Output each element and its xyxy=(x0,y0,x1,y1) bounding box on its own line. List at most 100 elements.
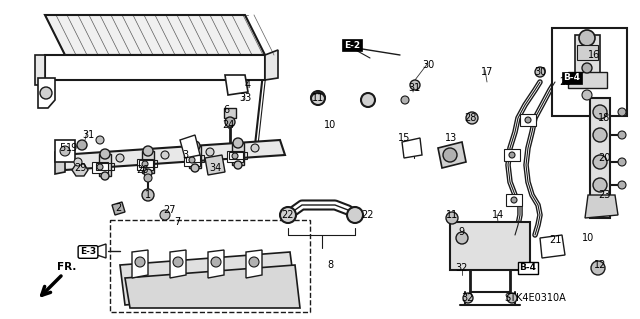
Circle shape xyxy=(401,96,409,104)
Polygon shape xyxy=(575,35,600,75)
Polygon shape xyxy=(224,108,236,118)
Circle shape xyxy=(144,174,152,182)
Circle shape xyxy=(582,63,592,73)
Circle shape xyxy=(249,257,259,267)
Text: 19: 19 xyxy=(66,143,78,153)
Text: 15: 15 xyxy=(398,133,410,143)
Circle shape xyxy=(189,157,195,163)
Polygon shape xyxy=(170,250,186,278)
Polygon shape xyxy=(132,250,148,278)
Circle shape xyxy=(410,80,420,90)
Text: 6: 6 xyxy=(223,105,229,115)
Circle shape xyxy=(60,146,70,156)
Polygon shape xyxy=(72,164,88,176)
Circle shape xyxy=(511,197,517,203)
Text: 20: 20 xyxy=(598,153,610,163)
Text: 1: 1 xyxy=(145,190,151,200)
Text: 25: 25 xyxy=(559,77,572,87)
Circle shape xyxy=(525,117,531,123)
Text: 22: 22 xyxy=(282,210,294,220)
Polygon shape xyxy=(438,142,466,168)
Circle shape xyxy=(116,154,124,162)
Circle shape xyxy=(143,146,153,156)
Circle shape xyxy=(232,153,238,159)
Text: B-4: B-4 xyxy=(520,263,536,272)
Text: 33: 33 xyxy=(239,93,251,103)
Polygon shape xyxy=(125,265,300,308)
Circle shape xyxy=(535,67,545,77)
Circle shape xyxy=(74,158,82,166)
Circle shape xyxy=(509,152,515,158)
Circle shape xyxy=(443,148,457,162)
Polygon shape xyxy=(402,138,422,158)
Circle shape xyxy=(142,161,148,167)
Polygon shape xyxy=(450,222,530,270)
Text: 3: 3 xyxy=(182,150,188,160)
Text: 5: 5 xyxy=(59,143,65,153)
Circle shape xyxy=(144,169,152,177)
Polygon shape xyxy=(180,135,200,158)
Text: 26: 26 xyxy=(136,165,148,175)
Polygon shape xyxy=(60,140,285,170)
Text: 29: 29 xyxy=(74,163,86,173)
Text: 9: 9 xyxy=(458,227,464,237)
Text: 11: 11 xyxy=(312,93,324,103)
Text: 32: 32 xyxy=(462,293,474,303)
Text: 34: 34 xyxy=(209,163,221,173)
Text: 10: 10 xyxy=(324,120,336,130)
Circle shape xyxy=(160,210,170,220)
Text: 17: 17 xyxy=(481,67,493,77)
Circle shape xyxy=(101,172,109,180)
Bar xyxy=(110,220,310,312)
Polygon shape xyxy=(38,78,55,108)
Circle shape xyxy=(251,144,259,152)
Bar xyxy=(552,28,627,116)
Text: 11: 11 xyxy=(446,210,458,220)
Text: 18: 18 xyxy=(598,113,610,123)
Bar xyxy=(520,114,536,126)
Text: 13: 13 xyxy=(445,133,457,143)
Text: 30: 30 xyxy=(422,60,434,70)
Circle shape xyxy=(77,140,87,150)
Circle shape xyxy=(507,293,517,303)
Polygon shape xyxy=(205,155,225,175)
Text: 27: 27 xyxy=(164,205,176,215)
Text: 10: 10 xyxy=(582,233,594,243)
Text: 22: 22 xyxy=(362,210,374,220)
Circle shape xyxy=(593,105,607,119)
Bar xyxy=(504,149,520,161)
Text: FR.: FR. xyxy=(57,262,76,272)
Polygon shape xyxy=(577,45,598,60)
Text: 12: 12 xyxy=(594,260,606,270)
Text: 16: 16 xyxy=(588,50,600,60)
Polygon shape xyxy=(232,143,244,165)
Polygon shape xyxy=(184,155,200,166)
Circle shape xyxy=(233,138,243,148)
Circle shape xyxy=(618,108,626,116)
Circle shape xyxy=(311,91,325,105)
Circle shape xyxy=(234,161,242,169)
Polygon shape xyxy=(189,146,201,168)
Circle shape xyxy=(347,207,363,223)
Text: 23: 23 xyxy=(598,190,610,200)
Polygon shape xyxy=(112,202,125,215)
Circle shape xyxy=(190,141,200,151)
Polygon shape xyxy=(540,235,565,258)
Polygon shape xyxy=(45,55,265,80)
Circle shape xyxy=(446,212,458,224)
Polygon shape xyxy=(208,250,224,278)
Text: 24: 24 xyxy=(222,120,234,130)
Text: 31: 31 xyxy=(82,130,94,140)
Circle shape xyxy=(618,131,626,139)
Polygon shape xyxy=(94,244,106,258)
Circle shape xyxy=(361,93,375,107)
Circle shape xyxy=(173,257,183,267)
Polygon shape xyxy=(265,50,278,80)
Text: 32: 32 xyxy=(456,263,468,273)
Polygon shape xyxy=(585,195,618,218)
Text: 4: 4 xyxy=(245,80,251,90)
Circle shape xyxy=(206,148,214,156)
Circle shape xyxy=(593,155,607,169)
Text: STK4E0310A: STK4E0310A xyxy=(504,293,566,303)
Circle shape xyxy=(225,117,235,127)
